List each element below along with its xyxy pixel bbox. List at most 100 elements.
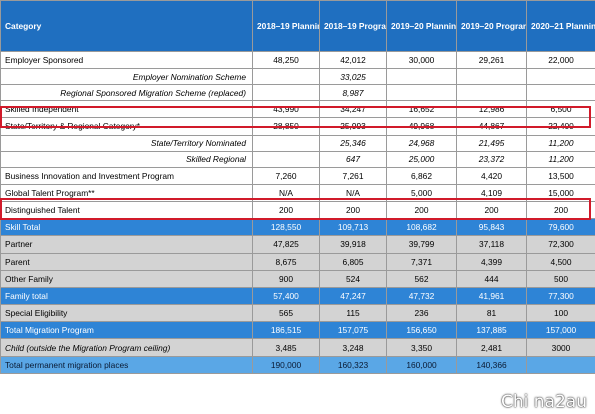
cell-2020-21-planning: 11,200 xyxy=(526,150,595,168)
cell-2018-19-outcomes: 160,323 xyxy=(319,355,387,374)
cell-2019-20-outcomes xyxy=(456,84,527,102)
cell-2019-20-planning: 24,968 xyxy=(386,134,457,152)
cell-2019-20-planning: 108,682 xyxy=(386,218,457,237)
cell-2018-19-planning xyxy=(252,134,320,152)
cell-2020-21-planning xyxy=(526,355,595,374)
table-row: Total Migration Program 186,515 157,075 156… xyxy=(0,321,595,340)
cell-2019-20-planning: 7,371 xyxy=(386,252,457,271)
cell-2020-21-planning: 3000 xyxy=(526,338,595,357)
table-row: Family total 57,400 47,247 47,732 41,961 77,3… xyxy=(0,286,595,306)
header-category: Category xyxy=(0,0,253,52)
cell-2018-19-planning: 57,400 xyxy=(252,286,320,306)
cell-2018-19-planning: 565 xyxy=(252,304,320,323)
cell-2020-21-planning: 500 xyxy=(526,269,595,288)
cell-category: Distinguished Talent xyxy=(0,200,253,220)
cell-2018-19-outcomes: 115 xyxy=(319,304,387,323)
cell-2019-20-outcomes: 95,843 xyxy=(456,218,527,237)
cell-category: Skilled Independent xyxy=(0,100,253,119)
cell-2018-19-outcomes: 6,805 xyxy=(319,252,387,271)
header-2018-19-outcomes: 2018–19 Program Outcomes xyxy=(319,0,387,52)
table-row: Skill Total 128,550 109,713 108,682 95,843 79… xyxy=(0,218,595,237)
cell-2020-21-planning xyxy=(526,68,595,86)
cell-2020-21-planning: 77,300 xyxy=(526,286,595,306)
cell-2019-20-planning: 236 xyxy=(386,304,457,323)
cell-2019-20-planning xyxy=(386,84,457,102)
table-row: Regional Sponsored Migration Scheme (rep… xyxy=(0,84,595,102)
cell-2020-21-planning: 72,300 xyxy=(526,235,595,254)
cell-2019-20-outcomes: 140,366 xyxy=(456,355,527,374)
header-2018-19-planning: 2018–19 Planning Levels xyxy=(252,0,320,52)
table-row: State/Territory Nominated 25,346 24,968 21,… xyxy=(0,134,595,152)
cell-2020-21-planning: 79,600 xyxy=(526,218,595,237)
cell-2018-19-planning: 8,675 xyxy=(252,252,320,271)
cell-2018-19-outcomes: 47,247 xyxy=(319,286,387,306)
cell-2018-19-outcomes: 7,261 xyxy=(319,166,387,185)
cell-2019-20-outcomes: 23,372 xyxy=(456,150,527,168)
cell-2018-19-planning: 128,550 xyxy=(252,218,320,237)
migration-program-table: Category 2018–19 Planning Levels 2018–19… xyxy=(0,0,595,374)
cell-2020-21-planning: 22,000 xyxy=(526,50,595,70)
cell-category: Partner xyxy=(0,235,253,254)
highlight-global-talent xyxy=(0,198,591,220)
cell-2020-21-planning xyxy=(526,84,595,102)
cell-2019-20-outcomes: 29,261 xyxy=(456,50,527,70)
cell-2020-21-planning: 4,500 xyxy=(526,252,595,271)
table-row: Other Family 900 524 562 444 500 xyxy=(0,269,595,288)
cell-2018-19-planning: 43,990 xyxy=(252,100,320,119)
header-2019-20-planning: 2019–20 Planning Levels xyxy=(386,0,457,52)
table-row: Special Eligibility 565 115 236 81 100 xyxy=(0,304,595,323)
cell-2018-19-planning: 190,000 xyxy=(252,355,320,374)
cell-2019-20-planning: 200 xyxy=(386,200,457,220)
cell-2018-19-planning: 186,515 xyxy=(252,321,320,340)
cell-category: Family total xyxy=(0,286,253,306)
cell-2019-20-outcomes: 41,961 xyxy=(456,286,527,306)
cell-2018-19-outcomes: 3,248 xyxy=(319,338,387,357)
cell-2018-19-outcomes: 33,025 xyxy=(319,68,387,86)
table-row: Partner 47,825 39,918 39,799 37,118 72,300 xyxy=(0,235,595,254)
table-row: Total permanent migration places 190,000 1… xyxy=(0,355,595,374)
cell-2018-19-planning xyxy=(252,150,320,168)
cell-2019-20-outcomes: 444 xyxy=(456,269,527,288)
cell-2019-20-planning: 30,000 xyxy=(386,50,457,70)
cell-2019-20-planning: 3,350 xyxy=(386,338,457,357)
cell-2019-20-outcomes: 4,109 xyxy=(456,183,527,202)
cell-2018-19-outcomes: 109,713 xyxy=(319,218,387,237)
header-2019-20-outcomes: 2019–20 Program Outcomes xyxy=(456,0,527,52)
cell-2020-21-planning: 100 xyxy=(526,304,595,323)
cell-category: Employer Nomination Scheme xyxy=(0,68,253,86)
cell-2020-21-planning: 13,500 xyxy=(526,166,595,185)
cell-category: Special Eligibility xyxy=(0,304,253,323)
cell-2018-19-planning: 48,250 xyxy=(252,50,320,70)
watermark-text: Chi na2au xyxy=(501,392,587,412)
cell-category: Global Talent Program** xyxy=(0,183,253,202)
cell-category: Business Innovation and Investment Progr… xyxy=(0,166,253,185)
cell-2020-21-planning: 11,200 xyxy=(526,134,595,152)
cell-2019-20-outcomes: 81 xyxy=(456,304,527,323)
cell-2018-19-outcomes: 39,918 xyxy=(319,235,387,254)
cell-2019-20-planning: 47,732 xyxy=(386,286,457,306)
header-row: Category 2018–19 Planning Levels 2018–19… xyxy=(0,0,595,52)
cell-2019-20-planning: 562 xyxy=(386,269,457,288)
table-row: Employer Nomination Scheme 33,025 xyxy=(0,68,595,86)
cell-category: Total permanent migration places xyxy=(0,355,253,374)
cell-2019-20-outcomes: 137,885 xyxy=(456,321,527,340)
cell-category: Total Migration Program xyxy=(0,321,253,340)
cell-2018-19-outcomes: 200 xyxy=(319,200,387,220)
cell-2018-19-planning: N/A xyxy=(252,183,320,202)
cell-2019-20-planning: 25,000 xyxy=(386,150,457,168)
cell-2019-20-outcomes: 4,420 xyxy=(456,166,527,185)
cell-2018-19-outcomes: 25,346 xyxy=(319,134,387,152)
cell-2020-21-planning: 6,500 xyxy=(526,100,595,119)
cell-2019-20-outcomes xyxy=(456,68,527,86)
cell-2019-20-outcomes: 4,399 xyxy=(456,252,527,271)
cell-2018-19-outcomes: 524 xyxy=(319,269,387,288)
cell-category: Other Family xyxy=(0,269,253,288)
cell-2019-20-planning: 5,000 xyxy=(386,183,457,202)
table-row: Global Talent Program** N/A N/A 5,000 4,109 1… xyxy=(0,183,595,202)
cell-2020-21-planning: 157,000 xyxy=(526,321,595,340)
table-row: Business Innovation and Investment Progr… xyxy=(0,166,595,185)
cell-2018-19-outcomes: 157,075 xyxy=(319,321,387,340)
cell-2018-19-planning: 900 xyxy=(252,269,320,288)
cell-category: Regional Sponsored Migration Scheme (rep… xyxy=(0,84,253,102)
cell-category: Child (outside the Migration Program cei… xyxy=(0,338,253,357)
